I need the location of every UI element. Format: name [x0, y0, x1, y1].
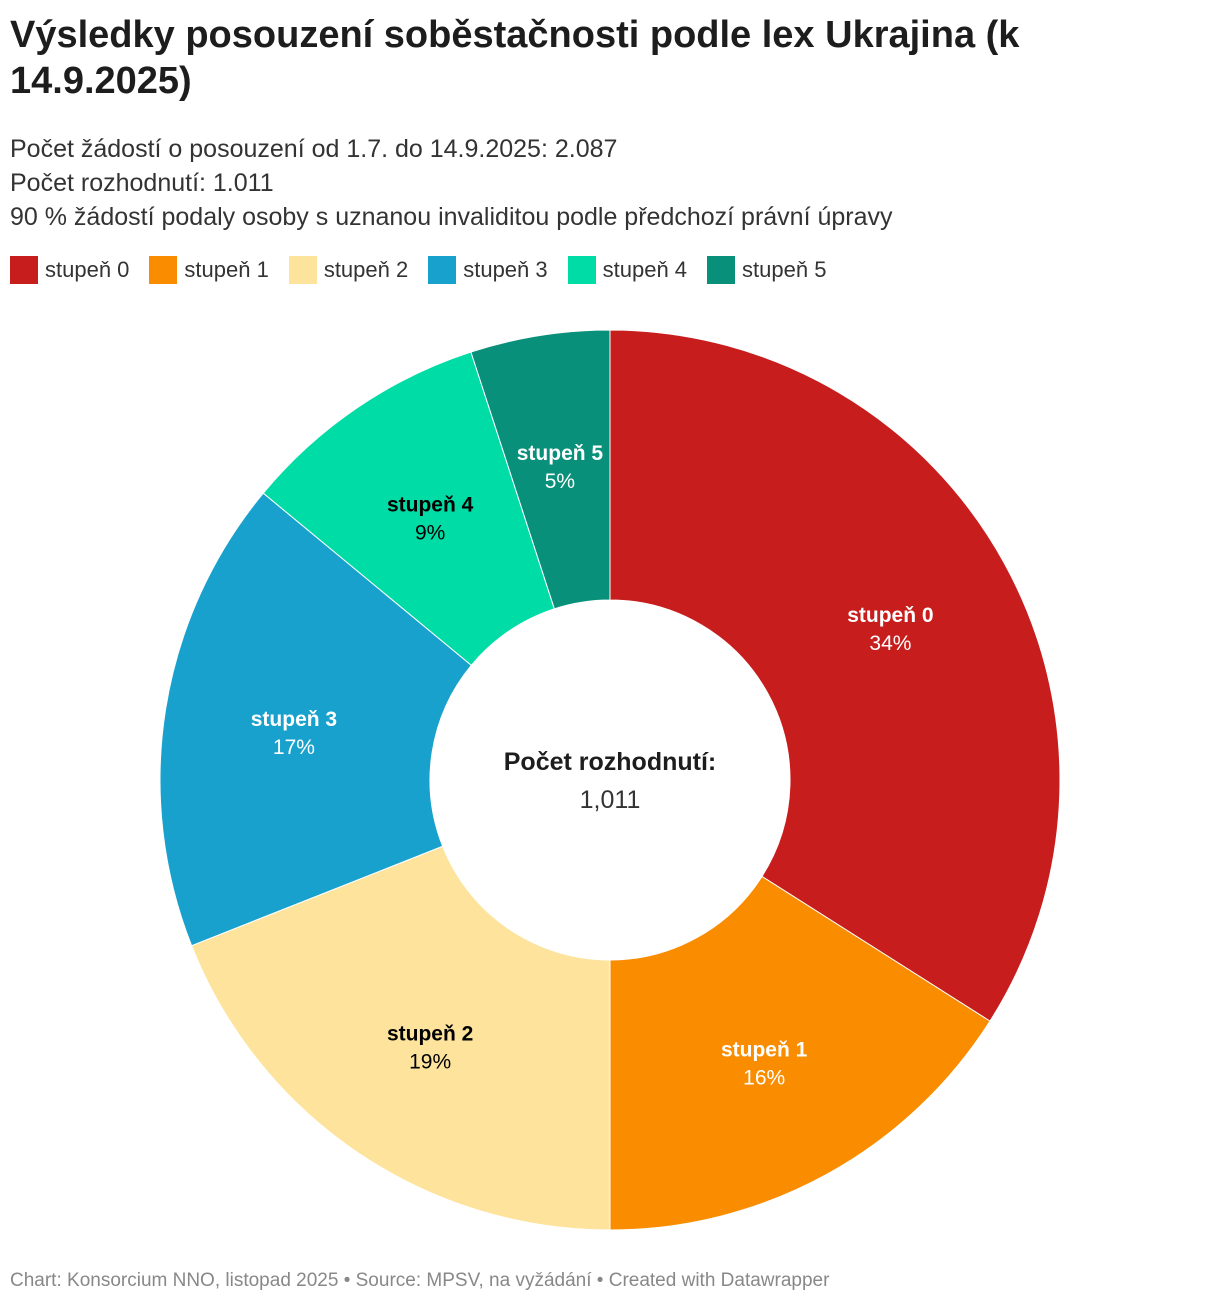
legend: stupeň 0 stupeň 1 stupeň 2 stupeň 3 stup… — [10, 256, 846, 284]
donut-chart: stupeň 0 34% stupeň 1 16% stupeň 2 19% stupeň … — [159, 329, 1061, 1231]
chart-description: Počet žádostí o posouzení od 1.7. do 14.… — [10, 132, 1200, 234]
slice-label: stupeň 0 — [847, 604, 933, 627]
legend-item-stupen-0: stupeň 0 — [10, 256, 129, 284]
description-line-1: Počet žádostí o posouzení od 1.7. do 14.… — [10, 135, 618, 163]
slice-stupeň-1 — [609, 875, 991, 1231]
slice-stupeň-2 — [190, 845, 611, 1231]
slice-label: stupeň 3 — [251, 708, 337, 731]
slice-stupeň-3 — [159, 492, 473, 947]
slice-value-label: 5% — [545, 470, 575, 493]
legend-swatch — [707, 256, 736, 284]
slice-value-label: 17% — [273, 736, 315, 759]
slice-value-label: 16% — [743, 1066, 785, 1089]
legend-swatch — [428, 256, 457, 284]
slice-value-label: 34% — [869, 632, 911, 655]
center-label: Počet rozhodnutí: — [504, 748, 716, 776]
chart-title: Výsledky posouzení soběstačnosti podle l… — [10, 14, 1020, 102]
legend-label: stupeň 3 — [463, 257, 548, 282]
legend-label: stupeň 1 — [184, 257, 269, 282]
slice-labels: stupeň 0 34% stupeň 1 16% stupeň 2 19% stupeň … — [251, 442, 934, 1089]
legend-label: stupeň 0 — [45, 257, 130, 282]
center-value: 1,011 — [580, 786, 641, 814]
legend-swatch — [10, 256, 38, 284]
legend-swatch — [149, 256, 178, 284]
slice-stupeň-4 — [262, 351, 556, 666]
slice-label: stupeň 1 — [721, 1038, 808, 1061]
slice-stupeň-5 — [470, 329, 611, 610]
legend-item-stupen-4: stupeň 4 — [567, 256, 688, 284]
donut-slices — [159, 329, 1061, 1231]
legend-swatch — [288, 256, 317, 284]
legend-label: stupeň 2 — [323, 257, 409, 282]
slice-value-label: 19% — [409, 1051, 451, 1074]
legend-item-stupen-3: stupeň 3 — [428, 256, 548, 284]
legend-item-stupen-1: stupeň 1 — [149, 256, 269, 284]
legend-item-stupen-5: stupeň 5 — [707, 256, 826, 284]
legend-label: stupeň 4 — [602, 257, 688, 282]
slice-label: stupeň 5 — [517, 442, 604, 465]
chart-footer: Chart: Konsorcium NNO, listopad 2025 • S… — [10, 1270, 830, 1291]
slice-label: stupeň 4 — [387, 493, 474, 516]
legend-label: stupeň 5 — [742, 257, 827, 282]
slice-value-label: 9% — [415, 521, 445, 544]
slice-label: stupeň 2 — [387, 1023, 473, 1046]
slice-stupeň-0 — [609, 329, 1061, 1022]
description-line-2: Počet rozhodnutí: 1.011 — [10, 169, 274, 197]
description-line-3: 90 % žádostí podaly osoby s uznanou inva… — [10, 203, 893, 231]
legend-swatch — [567, 256, 596, 284]
legend-item-stupen-2: stupeň 2 — [288, 256, 409, 284]
